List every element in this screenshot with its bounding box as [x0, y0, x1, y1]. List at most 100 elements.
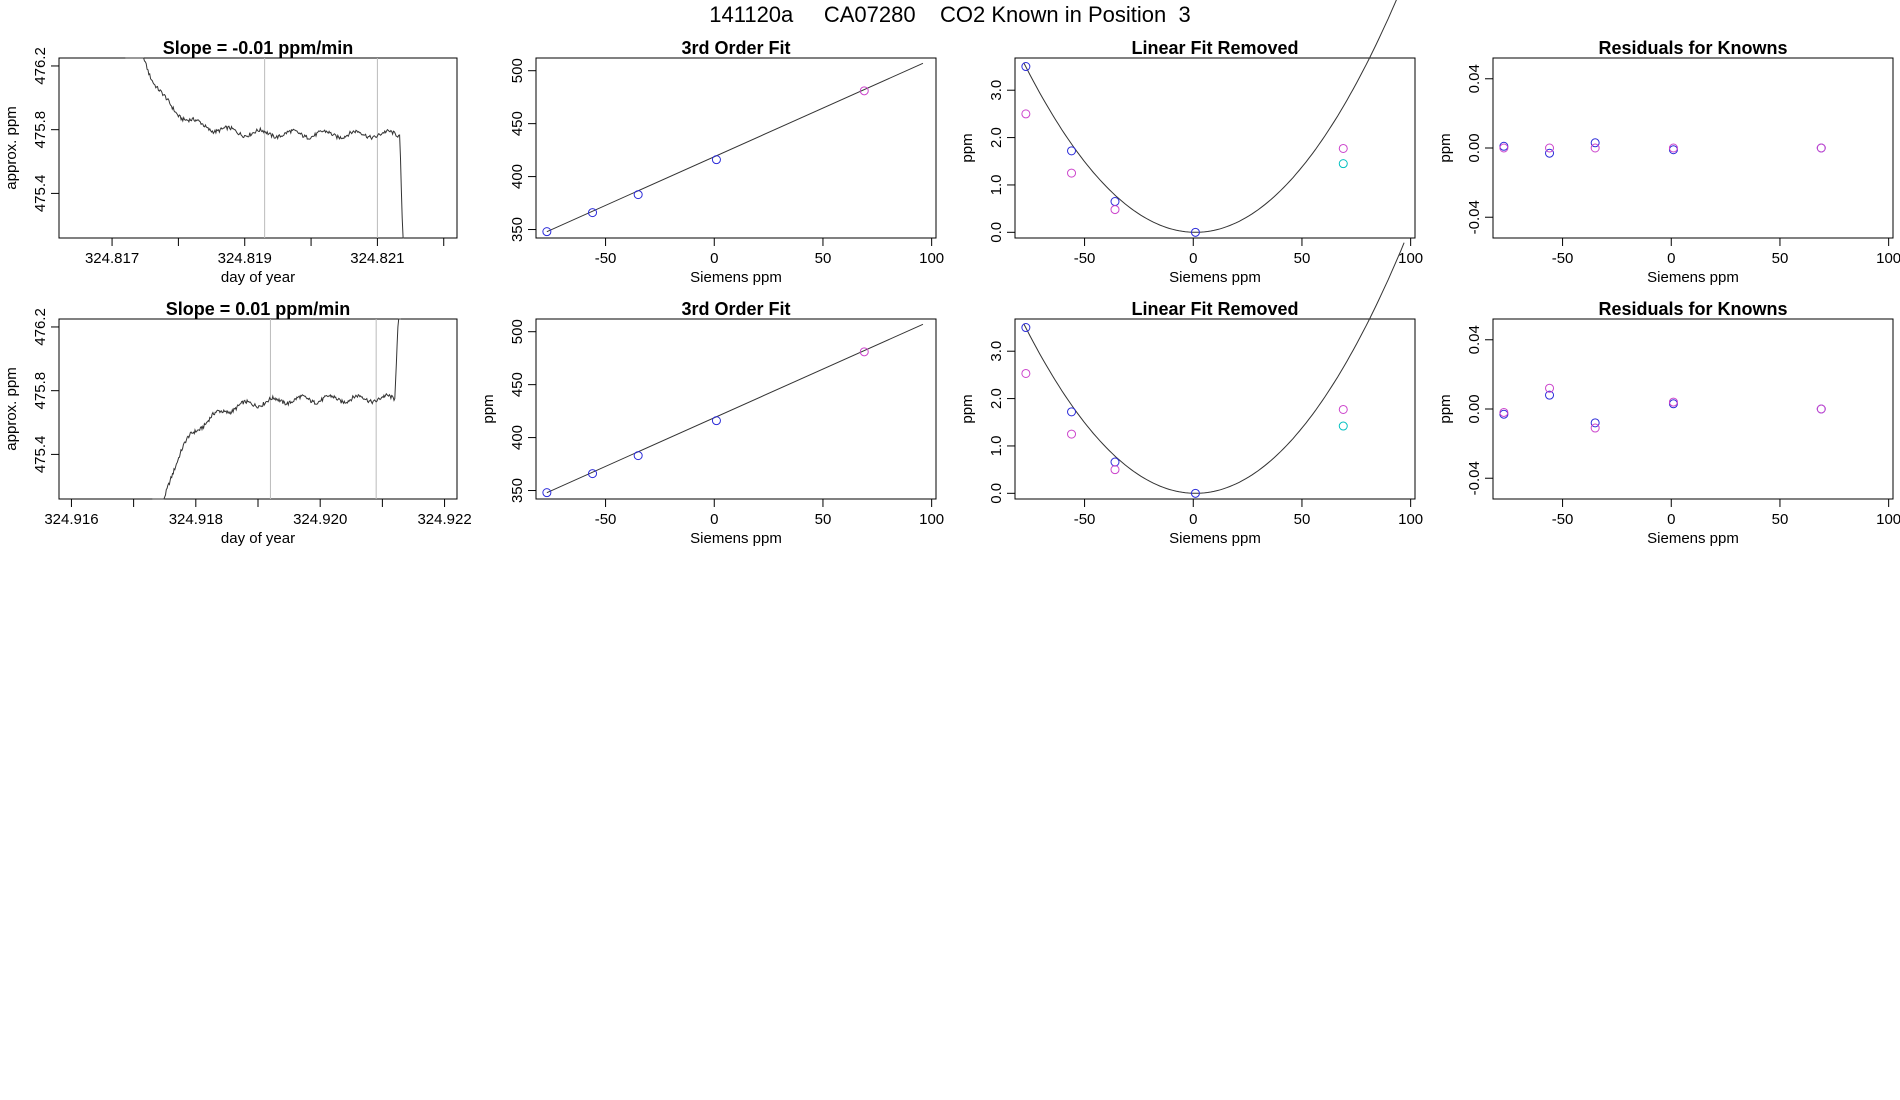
y-tick-label: 350 — [509, 217, 526, 242]
magenta-data-point — [1021, 368, 1031, 378]
blue-data-point — [1067, 146, 1077, 156]
magenta-data-point — [1499, 407, 1509, 417]
blue-data-point — [588, 208, 598, 218]
plot-title: Linear Fit Removed — [1131, 299, 1298, 319]
magenta-data-point — [1668, 397, 1678, 407]
blue-data-point — [1110, 197, 1120, 207]
x-tick-label: 100 — [1398, 250, 1423, 267]
y-tick-label: 1.0 — [988, 175, 1005, 196]
plot-title: Residuals for Knowns — [1598, 299, 1787, 319]
x-tick-label: 0 — [710, 511, 718, 528]
plot-frame — [1014, 318, 1416, 500]
fit-curve — [1023, 242, 1405, 494]
plot-frame — [1492, 318, 1894, 500]
y-tick-label: 3.0 — [988, 341, 1005, 362]
magenta-data-point — [1545, 383, 1555, 393]
blue-data-point — [1021, 323, 1031, 333]
y-tick-label: 450 — [509, 372, 526, 397]
x-tick-label: 100 — [1876, 250, 1900, 267]
blue-data-point — [542, 227, 552, 237]
fit-line — [546, 323, 924, 494]
magenta-data-point — [1338, 404, 1348, 414]
cyan-data-point — [1338, 421, 1348, 431]
y-tick-label: 500 — [509, 58, 526, 83]
fit-line — [546, 62, 924, 233]
x-tick-label: 324.821 — [350, 250, 404, 267]
blue-data-point — [1590, 418, 1600, 428]
plot-frame — [58, 57, 458, 239]
plot-frame — [1492, 57, 1894, 239]
magenta-data-point — [1590, 143, 1600, 153]
y-tick-label: 400 — [509, 164, 526, 189]
x-tick-label: 324.920 — [293, 511, 347, 528]
x-tick-label: 324.916 — [44, 511, 98, 528]
x-axis-label: day of year — [221, 530, 295, 547]
y-axis-label: approx. ppm — [3, 106, 20, 189]
magenta-data-point — [1338, 143, 1348, 153]
magenta-data-point — [1590, 423, 1600, 433]
x-tick-label: 324.819 — [218, 250, 272, 267]
x-axis-label: Siemens ppm — [690, 269, 782, 286]
magenta-data-point — [1816, 404, 1826, 414]
plot-title: Linear Fit Removed — [1131, 38, 1298, 58]
plot-title: Residuals for Knowns — [1598, 38, 1787, 58]
y-tick-label: 0.00 — [1466, 394, 1483, 423]
blue-data-point — [633, 190, 643, 200]
y-axis-label: ppm — [1437, 133, 1454, 162]
blue-data-point — [1590, 138, 1600, 148]
y-tick-label: 450 — [509, 111, 526, 136]
x-tick-label: 324.817 — [85, 250, 139, 267]
y-tick-label: 350 — [509, 478, 526, 503]
blue-data-point — [1545, 148, 1555, 158]
x-tick-label: 0 — [1667, 250, 1675, 267]
magenta-data-point — [1021, 109, 1031, 119]
y-tick-label: 475.4 — [32, 436, 49, 474]
magenta-data-point — [1067, 429, 1077, 439]
x-tick-label: 100 — [1398, 511, 1423, 528]
y-tick-label: 475.8 — [32, 372, 49, 410]
fit-curve — [1023, 0, 1397, 233]
x-tick-label: 50 — [1294, 250, 1311, 267]
plot-title: 3rd Order Fit — [681, 299, 790, 319]
plot-title: Slope = -0.01 ppm/min — [163, 38, 354, 58]
plot-frame — [535, 57, 937, 239]
blue-data-point — [1021, 62, 1031, 72]
x-tick-label: 0 — [1189, 250, 1197, 267]
y-tick-label: -0.04 — [1466, 200, 1483, 234]
y-tick-label: 476.2 — [32, 47, 49, 85]
plot-frame — [1014, 57, 1416, 239]
blue-data-point — [588, 469, 598, 479]
plot-title: Slope = 0.01 ppm/min — [166, 299, 351, 319]
x-tick-label: -50 — [1074, 250, 1096, 267]
x-tick-label: 50 — [1772, 511, 1789, 528]
magenta-data-point — [859, 86, 869, 96]
plot-title: 3rd Order Fit — [681, 38, 790, 58]
magenta-data-point — [1110, 205, 1120, 215]
x-tick-label: 50 — [1294, 511, 1311, 528]
x-axis-label: day of year — [221, 269, 295, 286]
x-tick-label: 0 — [710, 250, 718, 267]
y-tick-label: 400 — [509, 425, 526, 450]
cyan-data-point — [1338, 159, 1348, 169]
blue-data-point — [1668, 145, 1678, 155]
blue-data-point — [711, 416, 721, 426]
x-tick-label: 50 — [815, 511, 832, 528]
y-tick-label: 1.0 — [988, 436, 1005, 457]
x-axis-label: Siemens ppm — [1169, 269, 1261, 286]
magenta-data-point — [1067, 168, 1077, 178]
y-tick-label: 476.2 — [32, 308, 49, 346]
magenta-data-point — [1545, 143, 1555, 153]
y-tick-label: 0.0 — [988, 222, 1005, 243]
time-series-line — [125, 57, 404, 239]
y-axis-label: ppm — [959, 133, 976, 162]
x-tick-label: -50 — [595, 250, 617, 267]
y-tick-label: 500 — [509, 319, 526, 344]
blue-data-point — [1110, 457, 1120, 467]
y-tick-label: 0.04 — [1466, 64, 1483, 93]
y-axis-label: ppm — [959, 394, 976, 423]
y-tick-label: -0.04 — [1466, 461, 1483, 495]
y-tick-label: 0.04 — [1466, 325, 1483, 354]
magenta-data-point — [1499, 143, 1509, 153]
blue-data-point — [1545, 390, 1555, 400]
